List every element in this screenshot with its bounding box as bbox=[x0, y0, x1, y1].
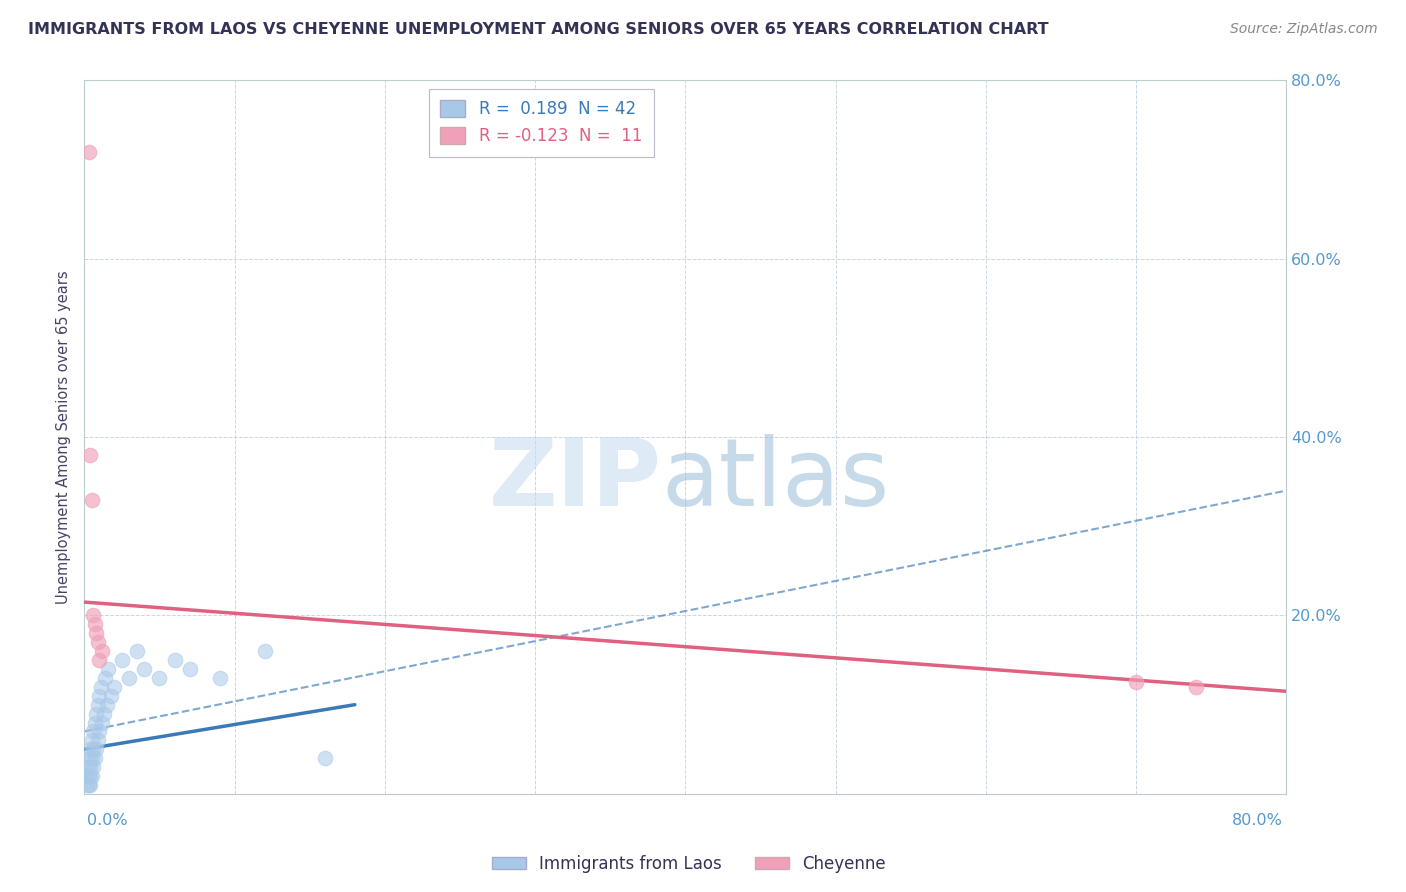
Text: ZIP: ZIP bbox=[488, 434, 661, 526]
Text: IMMIGRANTS FROM LAOS VS CHEYENNE UNEMPLOYMENT AMONG SENIORS OVER 65 YEARS CORREL: IMMIGRANTS FROM LAOS VS CHEYENNE UNEMPLO… bbox=[28, 22, 1049, 37]
Point bbox=[80, 733, 103, 747]
Point bbox=[125, 644, 148, 658]
Text: Source: ZipAtlas.com: Source: ZipAtlas.com bbox=[1230, 22, 1378, 37]
Point bbox=[77, 751, 100, 765]
Point bbox=[163, 653, 186, 667]
Point bbox=[79, 769, 101, 783]
Point bbox=[118, 671, 141, 685]
Point bbox=[111, 653, 134, 667]
Point bbox=[87, 698, 110, 712]
Point bbox=[89, 724, 111, 739]
Point bbox=[83, 751, 105, 765]
Point bbox=[89, 689, 111, 703]
Point bbox=[87, 635, 110, 649]
Point bbox=[93, 706, 115, 721]
Point bbox=[79, 760, 101, 774]
Point bbox=[82, 760, 104, 774]
Point bbox=[97, 662, 120, 676]
Point bbox=[314, 751, 336, 765]
Point bbox=[94, 671, 117, 685]
Text: atlas: atlas bbox=[661, 434, 890, 526]
Point bbox=[83, 715, 105, 730]
Point bbox=[79, 448, 101, 462]
Point bbox=[89, 653, 111, 667]
Point bbox=[134, 662, 156, 676]
Y-axis label: Unemployment Among Seniors over 65 years: Unemployment Among Seniors over 65 years bbox=[56, 270, 72, 604]
Point bbox=[253, 644, 276, 658]
Point bbox=[80, 751, 103, 765]
Text: 80.0%: 80.0% bbox=[1232, 814, 1282, 828]
Point bbox=[91, 715, 114, 730]
Point bbox=[96, 698, 118, 712]
Point bbox=[86, 626, 108, 640]
Point bbox=[77, 769, 100, 783]
Point bbox=[77, 778, 100, 792]
Point bbox=[103, 680, 125, 694]
Point bbox=[86, 742, 108, 756]
Point bbox=[179, 662, 201, 676]
Point bbox=[76, 778, 98, 792]
Point bbox=[76, 760, 98, 774]
Point bbox=[77, 145, 100, 159]
Point bbox=[208, 671, 231, 685]
Point bbox=[87, 733, 110, 747]
Point bbox=[100, 689, 122, 703]
Point bbox=[80, 492, 103, 507]
Point bbox=[80, 769, 103, 783]
Point bbox=[79, 742, 101, 756]
Legend: R =  0.189  N = 42, R = -0.123  N =  11: R = 0.189 N = 42, R = -0.123 N = 11 bbox=[429, 88, 654, 157]
Point bbox=[91, 644, 114, 658]
Point bbox=[83, 617, 105, 632]
Point bbox=[82, 724, 104, 739]
Point bbox=[90, 680, 112, 694]
Point bbox=[1185, 680, 1208, 694]
Point bbox=[82, 608, 104, 623]
Point bbox=[75, 769, 97, 783]
Point bbox=[86, 706, 108, 721]
Point bbox=[148, 671, 170, 685]
Point bbox=[82, 742, 104, 756]
Text: 0.0%: 0.0% bbox=[87, 814, 128, 828]
Point bbox=[79, 778, 101, 792]
Legend: Immigrants from Laos, Cheyenne: Immigrants from Laos, Cheyenne bbox=[485, 848, 893, 880]
Point bbox=[1125, 675, 1147, 690]
